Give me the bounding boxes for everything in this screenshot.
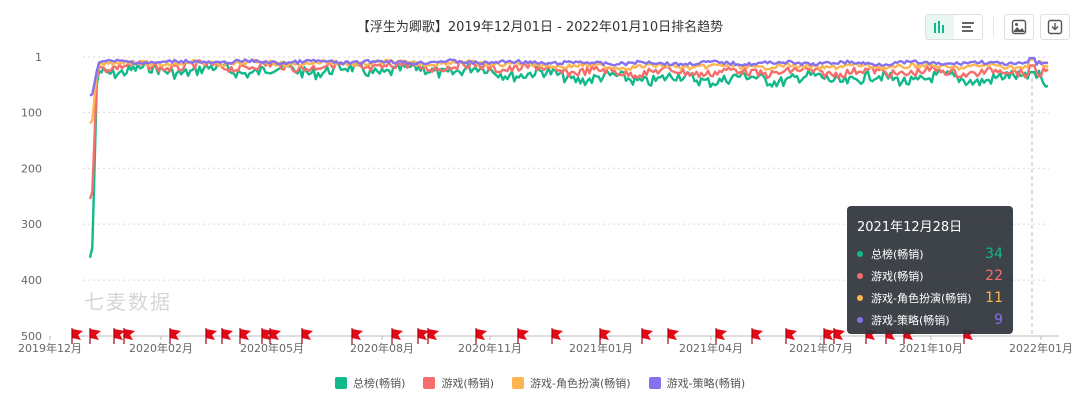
event-flag-icon (418, 329, 429, 340)
y-tick-label: 500 (21, 330, 42, 343)
legend-swatch (334, 377, 347, 389)
x-tick-label: 2020年08月 (350, 341, 414, 355)
event-flag-icon (428, 329, 439, 340)
event-flag-icon (240, 329, 251, 340)
chart-toolbar (925, 14, 1070, 40)
legend-label: 游戏(畅销) (441, 377, 495, 390)
tooltip-row: 游戏-角色扮演(畅销) 11 (857, 287, 1003, 309)
x-tick-label: 2022年01月 (1009, 341, 1073, 355)
event-flag-icon (392, 329, 403, 340)
chart-legend: 总榜(畅销) 游戏(畅销) 游戏-角色扮演(畅销) 游戏-策略(畅销) (0, 375, 1080, 391)
legend-swatch (423, 377, 436, 389)
tooltip-series-value: 9 (994, 312, 1003, 328)
tooltip-series-name: 游戏-策略(畅销) (871, 314, 950, 327)
event-flag-icon (834, 329, 845, 340)
event-flag-icon (114, 329, 125, 340)
x-tick-label: 2020年11月 (458, 341, 522, 355)
event-flag-icon (668, 329, 679, 340)
series-dot-icon (857, 317, 863, 323)
event-flag-icon (270, 329, 281, 340)
event-flag-icon (518, 329, 529, 340)
series-dot-icon (857, 295, 863, 301)
tooltip-series-value: 22 (985, 268, 1003, 284)
tooltip-series-value: 34 (985, 246, 1003, 262)
event-flag-icon (716, 329, 727, 340)
event-flag-icon (642, 329, 653, 340)
watermark: 七麦数据 (84, 290, 172, 314)
tooltip-row: 游戏(畅销) 22 (857, 265, 1003, 287)
legend-item[interactable]: 游戏(畅销) (423, 375, 494, 391)
legend-swatch (512, 377, 525, 389)
list-icon[interactable] (954, 15, 982, 39)
tooltip-series-name: 游戏-角色扮演(畅销) (871, 292, 972, 305)
view-switch (925, 14, 983, 40)
event-flag-icon (222, 329, 233, 340)
x-tick-label: 2021年10月 (899, 341, 963, 355)
event-flag-icon (72, 329, 83, 340)
tooltip-date: 2021年12月28日 (857, 220, 963, 235)
event-flag-icon (752, 329, 763, 340)
legend-item[interactable]: 游戏-策略(畅销) (648, 375, 746, 391)
event-flag-icon (824, 329, 835, 340)
y-tick-label: 100 (21, 106, 42, 119)
series-line (89, 56, 1049, 97)
series-dot-icon (857, 251, 863, 257)
tooltip-series-name: 总榜(畅销) (871, 248, 924, 261)
legend-label: 游戏-角色扮演(畅销) (530, 377, 631, 390)
chart-tooltip: 2021年12月28日 总榜(畅销) 34 游戏(畅销) 22 游戏-角色扮演(… (847, 206, 1013, 334)
legend-label: 总榜(畅销) (352, 377, 406, 390)
x-tick-label: 2021年07月 (789, 341, 853, 355)
y-tick-label: 200 (21, 162, 42, 175)
y-tick-label: 1 (35, 51, 42, 64)
tooltip-row: 游戏-策略(畅销) 9 (857, 309, 1003, 331)
event-flag-icon (206, 329, 217, 340)
tooltip-row: 总榜(畅销) 34 (857, 243, 1003, 265)
y-tick-label: 300 (21, 218, 42, 231)
legend-swatch (648, 377, 661, 389)
event-flag-icon (786, 329, 797, 340)
series-line (88, 59, 1049, 200)
image-icon[interactable] (1004, 14, 1034, 40)
tooltip-series-name: 游戏(畅销) (871, 270, 924, 283)
x-tick-label: 2020年02月 (129, 341, 193, 355)
y-tick-label: 400 (21, 274, 42, 287)
event-flag-icon (352, 329, 363, 340)
bar-chart-icon[interactable] (926, 15, 954, 39)
x-tick-label: 2019年12月 (18, 341, 82, 355)
event-flag-icon (600, 329, 611, 340)
legend-item[interactable]: 总榜(畅销) (334, 375, 406, 391)
event-flag-icon (476, 329, 487, 340)
chart-title: 【浮生为卿歌】2019年12月01日 - 2022年01月10日排名趋势 (356, 20, 724, 35)
x-tick-label: 2021年04月 (679, 341, 743, 355)
x-tick-label: 2021年01月 (569, 341, 633, 355)
toolbar-divider (993, 17, 994, 37)
legend-item[interactable]: 游戏-角色扮演(畅销) (512, 375, 631, 391)
event-flag-icon (124, 329, 135, 340)
legend-label: 游戏-策略(畅销) (666, 377, 746, 390)
event-flag-icon (302, 329, 313, 340)
event-flag-icon (90, 329, 101, 340)
tooltip-series-value: 11 (985, 290, 1003, 306)
series-dot-icon (857, 273, 863, 279)
event-flag-icon (552, 329, 563, 340)
x-tick-label: 2020年05月 (240, 341, 304, 355)
series-line (89, 58, 1049, 125)
download-icon[interactable] (1040, 14, 1070, 40)
event-flag-icon (170, 329, 181, 340)
